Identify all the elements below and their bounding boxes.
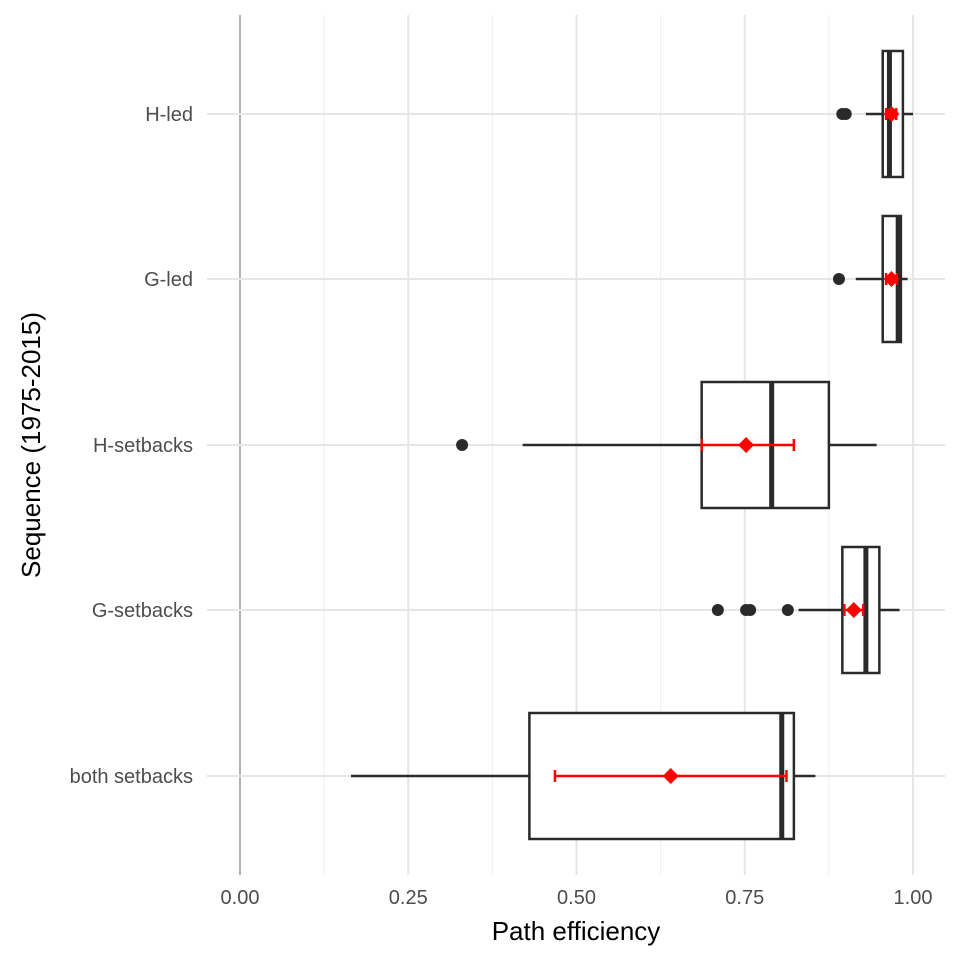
y-tick-label: G-setbacks: [92, 600, 193, 622]
box-layer: [351, 49, 913, 841]
y-tick-label: H-led: [145, 104, 193, 126]
box-group: [836, 49, 913, 179]
box-group: [351, 711, 816, 841]
outlier-point: [711, 604, 724, 616]
x-tick-label: 0.75: [725, 887, 764, 909]
x-axis-title: Path efficiency: [492, 916, 661, 946]
x-tick-label: 0.00: [221, 887, 260, 909]
x-tick-label: 0.25: [389, 887, 428, 909]
mean-point: [883, 106, 900, 122]
outlier-point: [744, 604, 757, 616]
y-tick-label: H-setbacks: [93, 435, 193, 457]
label-layer: 0.00 0.25 0.50 0.75 1.00 H-led G-led H-setbacks…: [70, 104, 933, 909]
mean-point: [883, 271, 900, 287]
x-tick-label: 1.00: [894, 887, 933, 909]
mean-point: [845, 602, 862, 618]
box-group: [832, 214, 908, 344]
mean-point: [662, 768, 679, 784]
y-tick-label: both setbacks: [70, 766, 193, 788]
box-group: [456, 380, 877, 510]
outlier-point: [839, 108, 852, 120]
mean-point: [738, 437, 755, 453]
y-axis-title: Sequence (1975-2015): [16, 312, 46, 578]
x-tick-label: 0.50: [557, 887, 596, 909]
box-group: [711, 545, 900, 675]
outlier-point: [832, 273, 845, 285]
outlier-point: [456, 439, 469, 451]
y-tick-label: G-led: [144, 269, 193, 291]
outlier-point: [781, 604, 794, 616]
